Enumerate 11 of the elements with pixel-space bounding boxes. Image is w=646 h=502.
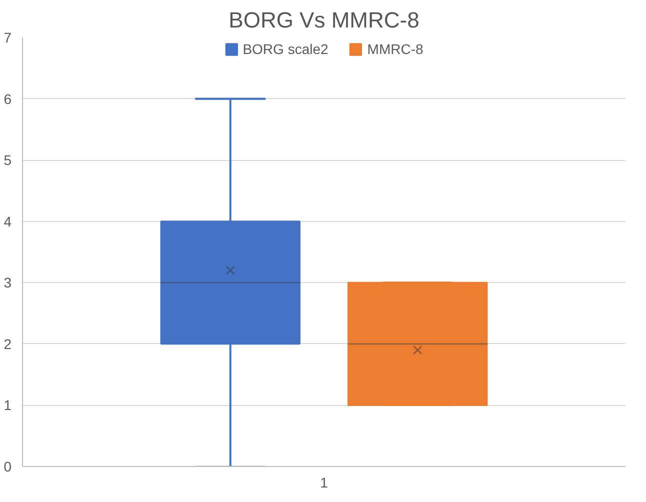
chart-title: BORG Vs MMRC-8	[228, 8, 420, 32]
y-tick-label: 1	[4, 397, 12, 414]
legend-label: BORG scale2	[242, 41, 328, 57]
y-tick-label: 6	[4, 90, 12, 107]
y-tick-label: 3	[4, 274, 12, 291]
y-tick-label: 0	[4, 458, 12, 474]
legend-label: MMRC-8	[367, 41, 424, 57]
y-tick-label: 5	[4, 152, 12, 168]
y-tick-label: 4	[4, 213, 12, 230]
y-tick-label: 2	[4, 336, 12, 352]
y-tick-label: 7	[4, 30, 12, 46]
